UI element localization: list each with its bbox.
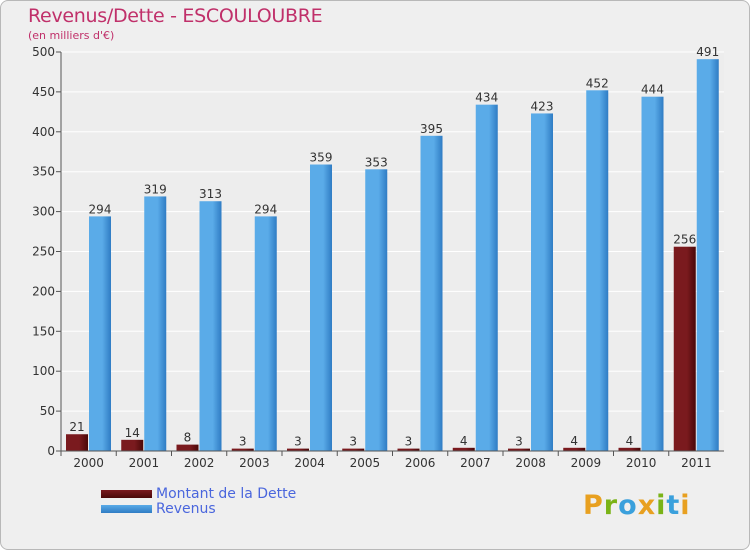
- bar-dette: [508, 448, 530, 451]
- bar-dette: [231, 448, 254, 451]
- bar-revenus: [254, 216, 277, 451]
- data-label-revenus: 313: [199, 187, 222, 201]
- data-label-dette: 3: [405, 435, 413, 449]
- y-tick-label: 400: [32, 125, 55, 139]
- data-label-dette: 21: [69, 420, 84, 434]
- data-label-revenus: 434: [475, 91, 498, 105]
- bar-revenus: [641, 96, 664, 452]
- bar-dette: [673, 246, 696, 451]
- y-tick-label: 150: [32, 324, 55, 338]
- y-tick-label: 250: [32, 245, 55, 259]
- bar-revenus: [475, 104, 498, 451]
- data-label-dette: 3: [294, 435, 302, 449]
- x-tick-label: 2004: [294, 456, 325, 470]
- bar-revenus: [586, 90, 609, 451]
- x-tick-label: 2007: [460, 456, 491, 470]
- logo-letter: P: [583, 490, 604, 521]
- data-label-revenus: 294: [254, 202, 277, 216]
- data-label-revenus: 444: [641, 83, 664, 97]
- y-tick-label: 100: [32, 364, 55, 378]
- y-tick-label: 0: [47, 444, 55, 458]
- y-tick-label: 350: [32, 165, 55, 179]
- y-tick-label: 50: [40, 404, 55, 418]
- logo-letter: t: [666, 490, 681, 521]
- chart-subtitle: (en milliers d'€): [28, 29, 115, 42]
- x-tick-label: 2008: [515, 456, 546, 470]
- logo-letter: x: [637, 490, 657, 521]
- bar-dette: [397, 448, 420, 451]
- bar-revenus: [310, 164, 332, 451]
- logo-letter: i: [680, 490, 691, 521]
- x-tick-label: 2000: [73, 456, 104, 470]
- x-tick-label: 2002: [184, 456, 215, 470]
- y-tick-label: 300: [32, 205, 55, 219]
- bar-dette: [452, 447, 475, 451]
- data-label-dette: 3: [239, 435, 247, 449]
- legend-label-dette: Montant de la Dette: [156, 486, 297, 502]
- x-tick-label: 2003: [239, 456, 270, 470]
- logo-letter: o: [618, 490, 638, 521]
- data-label-dette: 256: [673, 233, 696, 247]
- chart-title: Revenus/Dette - ESCOULOUBRE: [28, 5, 323, 27]
- bar-dette: [563, 447, 586, 451]
- logo-letter: i: [656, 490, 667, 521]
- bar-dette: [287, 448, 309, 451]
- bar-dette: [66, 434, 88, 451]
- x-tick-label: 2009: [571, 456, 602, 470]
- x-tick-label: 2001: [129, 456, 160, 470]
- data-label-dette: 4: [570, 434, 578, 448]
- data-label-revenus: 452: [586, 76, 609, 90]
- x-tick-label: 2006: [405, 456, 436, 470]
- x-tick-label: 2005: [350, 456, 381, 470]
- bar-dette: [176, 444, 199, 451]
- data-label-revenus: 491: [696, 45, 719, 59]
- legend-swatch-revenus: [101, 505, 152, 513]
- data-label-dette: 3: [515, 435, 523, 449]
- bar-revenus: [420, 135, 443, 452]
- legend-swatch-dette: [101, 490, 152, 498]
- data-label-dette: 4: [460, 434, 468, 448]
- bar-revenus: [89, 216, 111, 451]
- data-label-revenus: 294: [89, 202, 112, 216]
- y-tick-label: 500: [32, 45, 55, 59]
- bar-revenus: [531, 113, 553, 452]
- data-label-dette: 8: [184, 431, 192, 445]
- data-label-revenus: 395: [420, 122, 443, 136]
- bar-revenus: [199, 201, 222, 451]
- bar-revenus: [144, 196, 167, 451]
- bar-revenus: [365, 169, 388, 451]
- bar-dette: [342, 448, 365, 451]
- logo-letter: r: [603, 490, 619, 521]
- data-label-dette: 14: [125, 426, 140, 440]
- x-tick-label: 2010: [626, 456, 657, 470]
- y-tick-label: 450: [32, 85, 55, 99]
- data-label-dette: 4: [626, 434, 634, 448]
- bar-revenus: [696, 59, 719, 451]
- data-label-revenus: 423: [531, 99, 554, 113]
- data-label-dette: 3: [349, 435, 357, 449]
- data-label-revenus: 319: [144, 182, 167, 196]
- y-tick-label: 200: [32, 284, 55, 298]
- bar-dette: [121, 439, 144, 451]
- x-tick-label: 2011: [681, 456, 712, 470]
- data-label-revenus: 359: [310, 151, 333, 165]
- proxiti-logo: Proxiti: [583, 490, 691, 521]
- legend-label-revenus: Revenus: [156, 501, 216, 517]
- data-label-revenus: 353: [365, 155, 388, 169]
- bar-dette: [618, 447, 641, 451]
